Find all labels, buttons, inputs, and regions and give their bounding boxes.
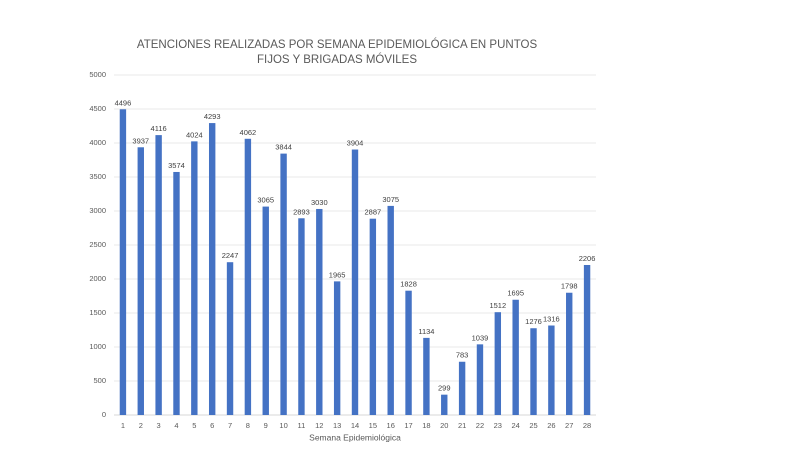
x-tick-label: 4	[174, 421, 178, 430]
x-tick-label: 16	[387, 421, 395, 430]
chart-title: FIJOS Y BRIGADAS MÓVILES	[257, 53, 417, 66]
bar	[458, 361, 466, 415]
y-tick-label: 1000	[89, 342, 106, 351]
bar	[548, 325, 555, 415]
bar	[173, 171, 180, 415]
data-label: 3030	[311, 198, 328, 207]
data-label: 1134	[418, 327, 434, 336]
bar	[298, 218, 305, 415]
data-label: 3937	[132, 136, 149, 145]
x-tick-label: 23	[494, 421, 502, 430]
bar	[441, 394, 448, 415]
x-axis-label: Semana Epidemiológica	[309, 432, 401, 442]
data-label: 3075	[382, 195, 399, 204]
data-label: 4024	[186, 130, 203, 139]
data-label: 4062	[240, 128, 257, 137]
data-label: 2893	[293, 207, 310, 216]
data-label: 1276	[525, 317, 542, 326]
x-tick-label: 26	[547, 421, 555, 430]
y-tick-label: 4000	[89, 138, 106, 147]
x-tick-label: 28	[583, 421, 591, 430]
x-tick-label: 13	[333, 421, 341, 430]
x-tick-label: 22	[476, 421, 484, 430]
x-tick-label: 3	[157, 421, 161, 430]
y-tick-label: 5000	[89, 70, 106, 79]
x-tick-label: 24	[511, 421, 519, 430]
bar	[155, 135, 162, 415]
bar	[512, 299, 519, 415]
data-label: 783	[456, 351, 469, 360]
data-label: 1798	[561, 282, 578, 291]
x-tick-label: 9	[264, 421, 268, 430]
y-tick-label: 3000	[89, 206, 106, 215]
x-tick-label: 12	[315, 421, 323, 430]
x-tick-label: 25	[529, 421, 537, 430]
bar	[476, 344, 484, 415]
bar	[191, 141, 198, 416]
bar	[566, 292, 573, 415]
x-tick-label: 8	[246, 421, 250, 430]
data-label: 2247	[222, 251, 239, 260]
bar	[333, 281, 341, 415]
y-tick-label: 0	[102, 410, 106, 419]
y-tick-label: 500	[93, 376, 106, 385]
x-tick-label: 1	[121, 421, 125, 430]
data-label: 1828	[400, 280, 417, 289]
bar	[208, 123, 216, 416]
bar	[280, 153, 287, 415]
x-tick-label: 11	[298, 421, 306, 430]
y-tick-label: 1500	[89, 308, 106, 317]
x-tick-label: 14	[351, 421, 359, 430]
data-label: 2206	[579, 254, 596, 263]
bar	[583, 264, 591, 415]
bar	[387, 205, 394, 415]
data-label: 4496	[115, 98, 132, 107]
data-label: 2887	[365, 208, 382, 217]
bar	[119, 109, 127, 415]
x-tick-label: 5	[192, 421, 196, 430]
data-label: 3574	[168, 161, 185, 170]
bar	[351, 149, 359, 415]
bar	[530, 328, 537, 415]
data-label: 3065	[257, 196, 274, 205]
bar	[316, 208, 323, 415]
x-tick-label: 21	[458, 421, 466, 430]
x-tick-label: 2	[139, 421, 143, 430]
bar	[262, 206, 269, 415]
x-tick-label: 20	[440, 421, 448, 430]
bar	[494, 312, 502, 415]
bar	[244, 138, 252, 415]
x-tick-label: 7	[228, 421, 232, 430]
data-label: 3844	[275, 143, 292, 152]
x-tick-label: 18	[422, 421, 430, 430]
y-tick-label: 2500	[89, 240, 106, 249]
data-label: 1695	[507, 289, 524, 298]
data-label: 1512	[489, 301, 506, 310]
bar	[405, 290, 412, 415]
data-label: 1965	[329, 270, 346, 279]
bar	[226, 262, 234, 415]
y-tick-label: 4500	[89, 104, 106, 113]
y-tick-label: 3500	[89, 172, 106, 181]
chart-title: ATENCIONES REALIZADAS POR SEMANA EPIDEMI…	[137, 38, 538, 51]
x-tick-label: 27	[565, 421, 573, 430]
data-label: 299	[438, 384, 451, 393]
bar	[369, 218, 377, 415]
x-tick-label: 6	[210, 421, 214, 430]
data-label: 1039	[472, 333, 489, 342]
y-tick-label: 2000	[89, 274, 106, 283]
data-label: 4293	[204, 112, 221, 121]
x-tick-label: 10	[279, 421, 287, 430]
bar	[137, 147, 144, 415]
data-label: 4116	[151, 124, 167, 133]
data-label: 1316	[543, 314, 560, 323]
bar	[423, 337, 430, 415]
x-tick-label: 17	[404, 421, 412, 430]
data-label: 3904	[347, 139, 364, 148]
x-tick-label: 15	[369, 421, 377, 430]
